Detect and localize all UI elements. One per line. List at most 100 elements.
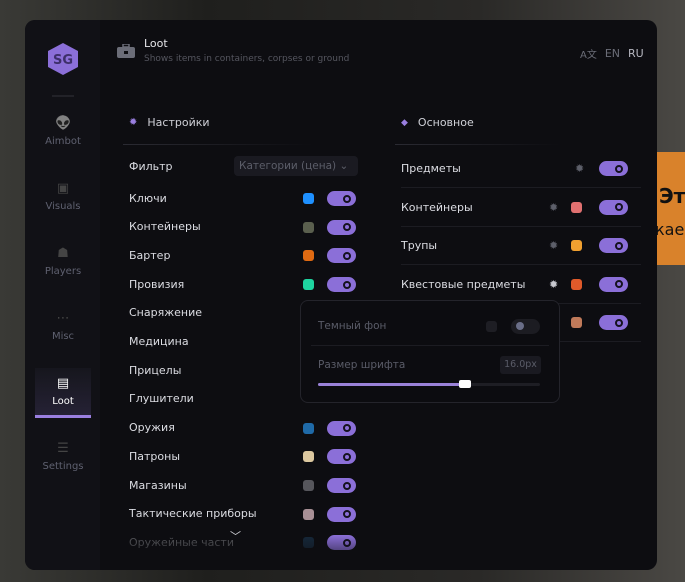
main-section-header: ◆ Основное [401, 116, 474, 129]
color-swatch[interactable] [303, 451, 314, 463]
category-row: Оружия [129, 417, 359, 439]
language-switcher: A文 EN RU [580, 46, 644, 61]
loot-window: SG 👽 Aimbot ▣ Visuals ☗ Players ⋯ Misc ▤ Loot ☰ Set… [25, 20, 657, 570]
main-row: Трупы ✹ [401, 227, 641, 265]
filter-value: Категории (цена) [239, 160, 337, 172]
category-toggle[interactable] [327, 449, 356, 465]
category-label: Прицелы [129, 363, 182, 377]
sidebar-item-label: Players [44, 266, 82, 277]
category-toggle[interactable] [327, 277, 356, 293]
color-swatch[interactable] [303, 250, 314, 262]
color-swatch[interactable] [303, 508, 314, 520]
color-swatch[interactable] [303, 422, 314, 434]
category-label: Снаряжение [129, 306, 202, 320]
filter-row: Фильтр [129, 155, 359, 177]
main-row: Контейнеры ✹ [401, 189, 641, 227]
page-title: Loot [144, 37, 168, 50]
users-icon: ☗ [57, 246, 69, 261]
toolbox-icon: ▤ [56, 376, 70, 391]
section-title: Настройки [147, 116, 210, 129]
sidebar-item-loot[interactable]: ▤ Loot [35, 368, 91, 418]
gear-icon[interactable]: ✹ [549, 239, 559, 252]
category-row: Медицина [129, 331, 359, 353]
color-swatch[interactable] [571, 240, 582, 251]
category-label: Оружия [129, 421, 175, 435]
sidebar-item-aimbot[interactable]: 👽 Aimbot [35, 108, 91, 158]
lang-en[interactable]: EN [604, 47, 621, 60]
color-swatch[interactable] [303, 193, 314, 204]
category-label: Бартер [129, 248, 171, 262]
list-icon: ☰ [57, 441, 69, 456]
dark-bg-color-swatch[interactable] [486, 321, 497, 332]
gear-icon: ✹ [129, 117, 138, 128]
color-swatch[interactable] [571, 317, 582, 328]
main-row: Предметы ✹ [401, 150, 641, 188]
filter-select[interactable]: Категории (цена) ⌄ [234, 156, 358, 176]
category-label: Тактические приборы [129, 507, 257, 521]
toolbox-icon [117, 44, 135, 58]
category-toggle[interactable] [327, 420, 356, 436]
category-toggle[interactable] [327, 478, 356, 493]
divider [395, 144, 560, 145]
sidebar-item-players[interactable]: ☗ Players [35, 238, 91, 288]
font-size-label: Размер шрифта [318, 359, 406, 371]
main-toggle[interactable] [599, 161, 628, 176]
sidebar-item-misc[interactable]: ⋯ Misc [35, 303, 91, 353]
main-row-label: Контейнеры [401, 200, 473, 214]
main-row-label: Квестовые предметы [401, 277, 526, 291]
gear-icon[interactable]: ✹ [575, 162, 585, 175]
page-subtitle: Shows items in containers, corpses or gr… [144, 54, 350, 64]
main-toggle[interactable] [599, 238, 628, 253]
sidebar: SG 👽 Aimbot ▣ Visuals ☗ Players ⋯ Misc ▤ Loot ☰ Set… [25, 20, 100, 570]
category-label: Глушители [129, 392, 194, 406]
category-row: Бартер [129, 244, 359, 266]
category-row: Провизия [129, 273, 359, 295]
category-label: Магазины [129, 478, 187, 492]
gear-icon[interactable]: ✹ [549, 277, 559, 291]
color-swatch[interactable] [303, 221, 314, 233]
category-toggle[interactable] [327, 506, 356, 522]
main-toggle[interactable] [599, 276, 628, 292]
section-title: Основное [417, 116, 474, 129]
scroll-down-chevron-icon[interactable]: ﹀ [230, 530, 241, 543]
divider [123, 144, 313, 145]
vr-headset-icon: ▣ [56, 181, 70, 196]
category-row: Снаряжение [129, 302, 359, 324]
main-row: Квестовые предметы ✹ [401, 266, 641, 304]
alien-icon: 👽 [55, 116, 72, 131]
category-label: Ключи [129, 191, 167, 205]
sidebar-divider [52, 95, 74, 97]
category-row: Тактические приборы [129, 503, 359, 525]
svg-text:SG: SG [53, 53, 73, 68]
main-row-label: Трупы [401, 239, 438, 252]
lang-ru[interactable]: RU [628, 47, 644, 60]
font-size-value[interactable]: 16.0px [500, 356, 541, 374]
dark-bg-label: Темный фон [318, 320, 387, 332]
sidebar-item-visuals[interactable]: ▣ Visuals [35, 173, 91, 223]
color-swatch[interactable] [571, 278, 582, 290]
category-row: Магазины [129, 474, 359, 496]
category-label: Медицина [129, 335, 189, 348]
category-toggle[interactable] [327, 248, 356, 264]
slider-thumb[interactable] [458, 380, 471, 388]
category-toggle[interactable] [327, 191, 356, 206]
main-toggle[interactable] [599, 199, 628, 215]
main-toggle[interactable] [599, 315, 628, 330]
color-swatch[interactable] [571, 201, 582, 213]
scroll-fade [125, 535, 365, 570]
logo-icon: SG [48, 43, 78, 75]
gear-icon[interactable]: ✹ [549, 200, 559, 214]
dark-bg-toggle[interactable] [511, 319, 540, 334]
chevron-down-icon: ⌄ [339, 160, 349, 172]
divider [311, 345, 549, 346]
banner-text: Эт [659, 184, 685, 208]
category-toggle[interactable] [327, 219, 356, 235]
color-swatch[interactable] [303, 279, 314, 291]
category-label: Патроны [129, 449, 181, 463]
category-label: Провизия [129, 277, 185, 291]
sidebar-item-label: Aimbot [45, 136, 81, 147]
diamond-icon: ◆ [401, 117, 408, 128]
sidebar-item-settings[interactable]: ☰ Settings [35, 433, 91, 483]
font-size-slider[interactable] [318, 380, 540, 388]
color-swatch[interactable] [303, 480, 314, 491]
